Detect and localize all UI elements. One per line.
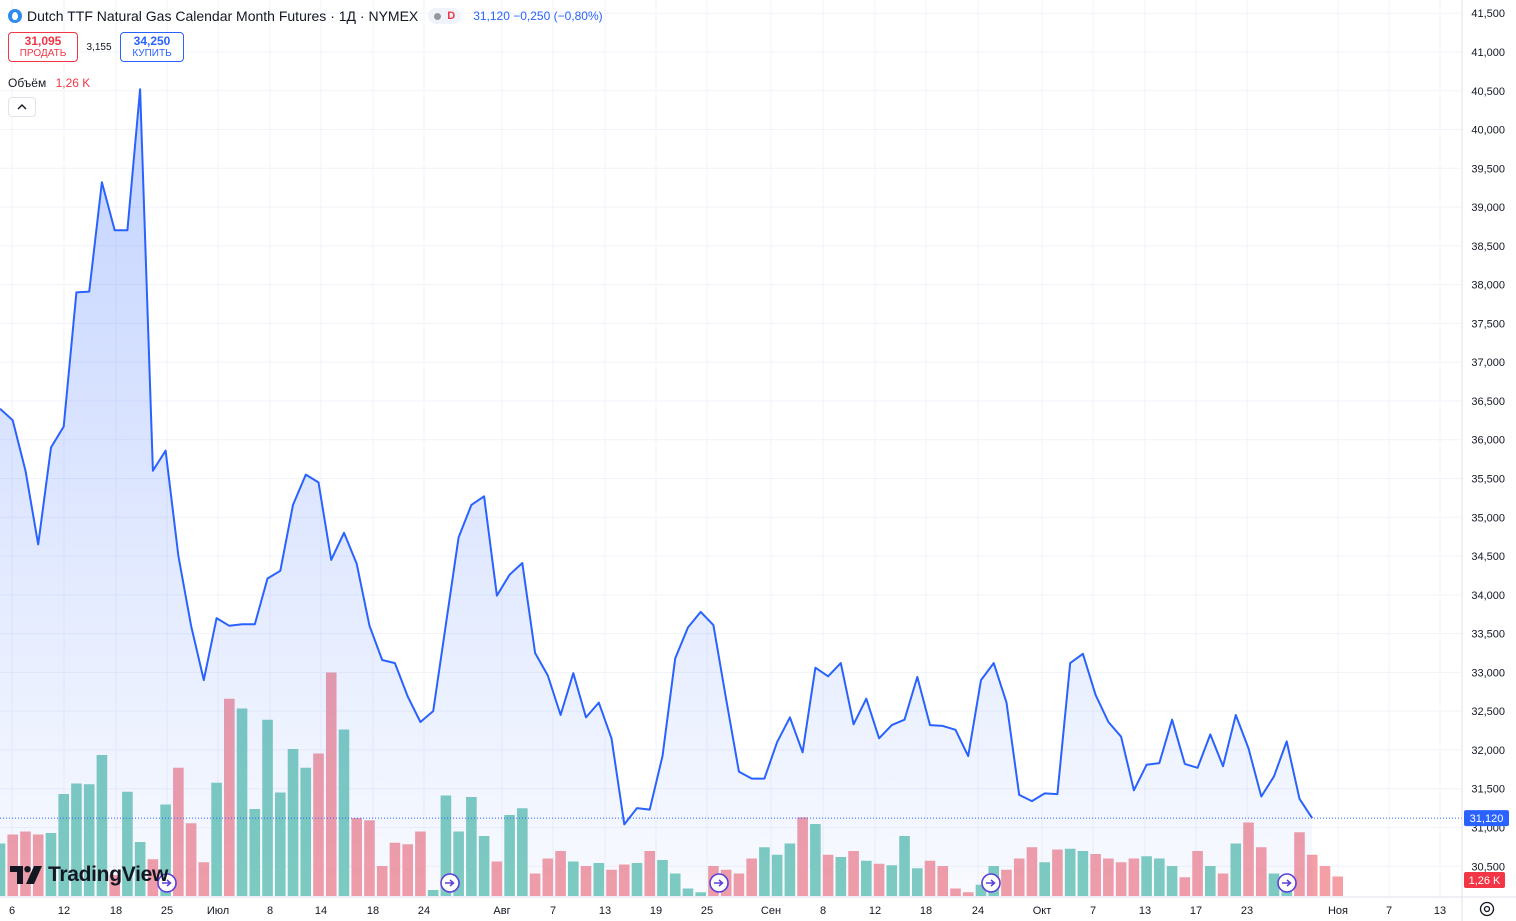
price-area — [0, 88, 1462, 897]
price-tick-label: 38,000 — [1471, 280, 1505, 292]
event-arrow-icon[interactable] — [1277, 873, 1297, 893]
buy-price: 34,250 — [133, 33, 171, 48]
market-status-badge[interactable]: D — [428, 8, 462, 24]
last-price-badge — [1464, 810, 1509, 827]
time-axis: 6 12 18 25 Июл 8 14 18 24 Авг 7 13 19 25 Сен 8 12 18 24 Окт… — [0, 896, 1516, 917]
last-volume-badge — [1464, 872, 1505, 888]
event-arrow-icon[interactable] — [440, 873, 460, 893]
droplet-icon — [8, 9, 22, 23]
time-tick-label: 18 — [110, 905, 122, 917]
event-marker-arrow — [162, 879, 172, 887]
price-tick-label: 38,500 — [1471, 241, 1505, 253]
time-tick-label: Окт — [1033, 905, 1052, 917]
event-markers — [157, 873, 1297, 893]
price-tick-label: 41,500 — [1471, 8, 1505, 20]
time-tick-label: 25 — [161, 905, 173, 917]
sell-button[interactable]: 31,095 ПРОДАТЬ — [8, 32, 78, 62]
sell-label: ПРОДАТЬ — [19, 47, 67, 59]
time-tick-label: 6 — [9, 905, 15, 917]
time-tick-label: 24 — [418, 905, 430, 917]
price-tick-label: 37,500 — [1471, 318, 1505, 330]
volume-legend[interactable]: Объём 1,26 K — [8, 76, 90, 90]
time-tick-label: 8 — [267, 905, 273, 917]
time-tick-label: 7 — [1090, 905, 1096, 917]
price-tick-label: 35,000 — [1471, 512, 1505, 524]
price-tick-label: 33,000 — [1471, 667, 1505, 679]
time-tick-label: Авг — [493, 905, 510, 917]
event-marker-arrow — [1282, 879, 1292, 887]
time-tick-label: 13 — [1139, 905, 1151, 917]
event-arrow-icon[interactable] — [981, 873, 1001, 893]
time-tick-label: 18 — [367, 905, 379, 917]
price-tick-label: 41,000 — [1471, 47, 1505, 59]
price-axis: 30,50031,00031,50032,00032,50033,00033,5… — [1461, 0, 1509, 921]
price-tick-label: 30,500 — [1471, 861, 1505, 873]
time-tick-label: 17 — [1190, 905, 1202, 917]
price-tick-label: 34,000 — [1471, 590, 1505, 602]
time-tick-label: 7 — [1386, 905, 1392, 917]
price-tick-label: 39,000 — [1471, 202, 1505, 214]
volume-bar — [1319, 866, 1331, 896]
time-tick-label: 7 — [550, 905, 556, 917]
chevron-up-icon — [17, 104, 27, 110]
time-tick-label: 13 — [1434, 905, 1446, 917]
buy-button[interactable]: 34,250 КУПИТЬ — [120, 32, 184, 62]
price-tick-label: 34,500 — [1471, 551, 1505, 563]
chart-header: Dutch TTF Natural Gas Calendar Month Fut… — [8, 6, 603, 26]
trade-panel: 31,095 ПРОДАТЬ 3,155 34,250 КУПИТЬ — [8, 32, 184, 62]
time-tick-label: 24 — [972, 905, 984, 917]
last-volume-label: 1,26 K — [1469, 875, 1501, 887]
event-arrow-icon[interactable] — [709, 873, 729, 893]
price-tick-label: 40,000 — [1471, 125, 1505, 137]
price-tick-label: 37,000 — [1471, 357, 1505, 369]
price-tick-label: 40,500 — [1471, 86, 1505, 98]
price-tick-label: 36,000 — [1471, 435, 1505, 447]
price-change: 31,120 −0,250 (−0,80%) — [473, 9, 603, 23]
price-tick-label: 39,500 — [1471, 163, 1505, 175]
price-area-fill — [0, 89, 1313, 897]
event-marker-arrow — [986, 879, 996, 887]
symbol-title[interactable]: Dutch TTF Natural Gas Calendar Month Fut… — [27, 8, 419, 24]
buy-label: КУПИТЬ — [132, 47, 172, 59]
tradingview-logo[interactable]: TradingView — [10, 862, 168, 888]
price-tick-label: 33,500 — [1471, 629, 1505, 641]
volume-value: 1,26 K — [55, 76, 91, 90]
volume-bar — [1332, 876, 1343, 896]
time-tick-label: 14 — [315, 905, 327, 917]
time-tick-label: 12 — [869, 905, 881, 917]
event-marker-arrow — [714, 879, 724, 887]
price-tick-label: 35,500 — [1471, 474, 1505, 486]
time-tick-label: 23 — [1241, 905, 1253, 917]
time-tick-label: 12 — [58, 905, 70, 917]
time-tick-label: 13 — [599, 905, 611, 917]
time-tick-label: Сен — [761, 905, 781, 917]
price-tick-label: 36,500 — [1471, 396, 1505, 408]
time-tick-label: 8 — [820, 905, 826, 917]
price-tick-label: 32,500 — [1471, 706, 1505, 718]
time-tick-label: 18 — [920, 905, 932, 917]
price-tick-label: 32,000 — [1471, 745, 1505, 757]
volume-bar — [1306, 854, 1318, 896]
time-tick-label: Ноя — [1328, 905, 1348, 917]
event-arrow-icon[interactable] — [157, 873, 177, 893]
logo-text: TradingView — [48, 863, 169, 886]
price-line[interactable] — [0, 88, 1314, 826]
sell-price: 31,095 — [24, 33, 62, 48]
time-tick-label: 19 — [650, 905, 662, 917]
last-price-label: 31,120 — [1470, 813, 1504, 825]
spread-value: 3,155 — [86, 41, 112, 53]
collapse-legend-button[interactable] — [8, 97, 36, 117]
tradingview-logo-icon — [10, 866, 42, 884]
event-marker-arrow — [445, 879, 455, 887]
status-dot-icon — [434, 12, 442, 20]
volume-label: Объём — [8, 76, 47, 90]
price-tick-label: 31,500 — [1471, 784, 1505, 796]
time-tick-label: Июл — [207, 905, 229, 917]
time-tick-label: 25 — [701, 905, 713, 917]
gear-icon[interactable] — [1478, 900, 1496, 918]
badge-letter: D — [447, 10, 456, 22]
